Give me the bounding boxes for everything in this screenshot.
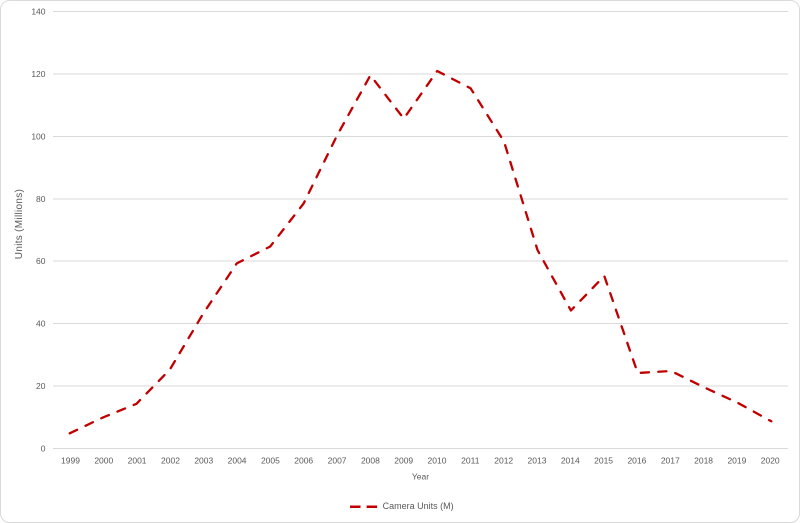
svg-text:2004: 2004 [228, 456, 247, 466]
svg-text:80: 80 [36, 194, 46, 204]
svg-text:1999: 1999 [61, 456, 80, 466]
svg-text:2009: 2009 [394, 456, 413, 466]
svg-text:Camera Units (M): Camera Units (M) [383, 501, 454, 511]
svg-text:2012: 2012 [494, 456, 513, 466]
svg-text:140: 140 [31, 7, 45, 17]
svg-text:40: 40 [36, 319, 46, 329]
svg-text:2015: 2015 [594, 456, 613, 466]
svg-text:2006: 2006 [294, 456, 313, 466]
svg-text:2008: 2008 [361, 456, 380, 466]
svg-text:2007: 2007 [328, 456, 347, 466]
svg-text:Year: Year [412, 471, 429, 481]
svg-text:2005: 2005 [261, 456, 280, 466]
svg-text:2000: 2000 [94, 456, 113, 466]
svg-text:2018: 2018 [694, 456, 713, 466]
svg-text:Units (Millions): Units (Millions) [14, 189, 25, 259]
svg-text:2016: 2016 [627, 456, 646, 466]
svg-text:120: 120 [31, 69, 45, 79]
svg-text:0: 0 [41, 444, 46, 454]
svg-text:2014: 2014 [561, 456, 580, 466]
svg-text:2010: 2010 [428, 456, 447, 466]
svg-text:2002: 2002 [161, 456, 180, 466]
svg-text:20: 20 [36, 381, 46, 391]
svg-text:2019: 2019 [727, 456, 746, 466]
svg-text:100: 100 [31, 131, 45, 141]
svg-text:60: 60 [36, 256, 46, 266]
svg-text:2011: 2011 [461, 456, 480, 466]
svg-text:2013: 2013 [528, 456, 547, 466]
svg-text:2020: 2020 [761, 456, 780, 466]
svg-text:2003: 2003 [194, 456, 213, 466]
svg-text:2017: 2017 [661, 456, 680, 466]
svg-text:2001: 2001 [128, 456, 147, 466]
